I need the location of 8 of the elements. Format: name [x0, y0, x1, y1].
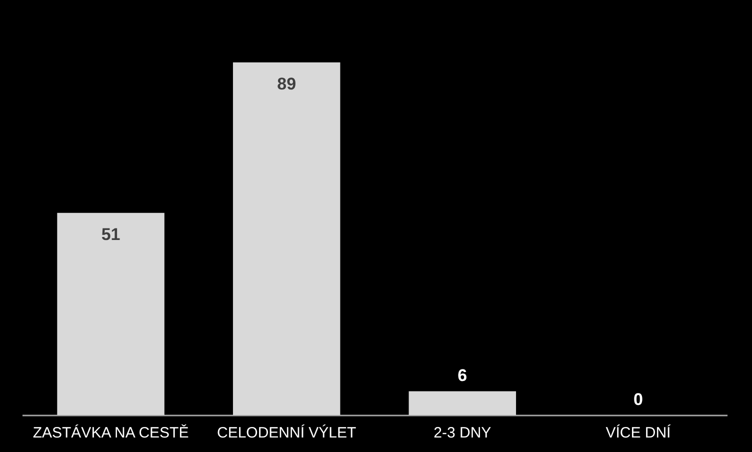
x-tick-label: VÍCE DNÍ [606, 424, 672, 442]
data-label: 51 [101, 224, 120, 244]
data-label: 6 [458, 366, 468, 386]
data-label: 0 [633, 390, 643, 409]
x-tick-label: ZASTÁVKA NA CESTĚ [32, 424, 189, 442]
data-label: 89 [277, 74, 296, 94]
x-tick-label: CELODENNÍ VÝLET [216, 424, 356, 442]
x-tick-label: 2-3 DNY [434, 424, 492, 442]
